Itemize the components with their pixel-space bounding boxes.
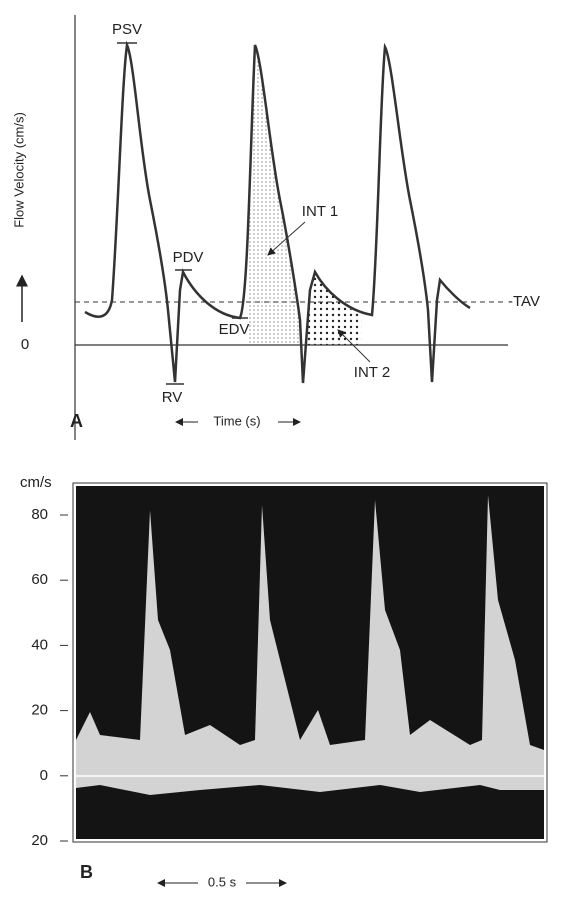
doppler-signal (76, 495, 544, 795)
time-scale-label: 0.5 s (208, 874, 237, 889)
x-axis-label: Time (s) (213, 413, 260, 428)
unit-label: cm/s (20, 474, 52, 491)
int1-arrow (267, 221, 306, 256)
int1-label: INT 1 (302, 203, 338, 220)
y-tick-label: 80 (31, 506, 48, 523)
y-tick-label: 20 (31, 832, 48, 849)
int2-label: INT 2 (354, 364, 390, 381)
y-tick-label: 60 (31, 571, 48, 588)
int1-area (248, 45, 302, 345)
panel-letter: A (70, 411, 83, 431)
y-tick-label: 20 (31, 702, 48, 719)
tav-label: -TAV (508, 293, 540, 310)
pdv-label: PDV (173, 249, 204, 266)
edv-label: EDV (219, 321, 250, 338)
zero-label: 0 (21, 336, 29, 353)
panel-letter: B (80, 862, 93, 882)
panel-a: PSV PDV EDV RV INT 1 INT 2 -TAV 0 A Time… (11, 15, 540, 440)
rv-label: RV (162, 389, 183, 406)
int2-area (305, 272, 362, 345)
y-tick-label: 40 (31, 636, 48, 653)
psv-label: PSV (112, 21, 142, 38)
waveform (84, 40, 471, 384)
int2-arrow (337, 329, 371, 363)
panel-b: cm/s B 0.5 s 80 60 40 20 0 20 (20, 474, 548, 889)
y-tick-label: 0 (40, 767, 48, 784)
y-axis-label: Flow Velocity (cm/s) (11, 112, 26, 228)
